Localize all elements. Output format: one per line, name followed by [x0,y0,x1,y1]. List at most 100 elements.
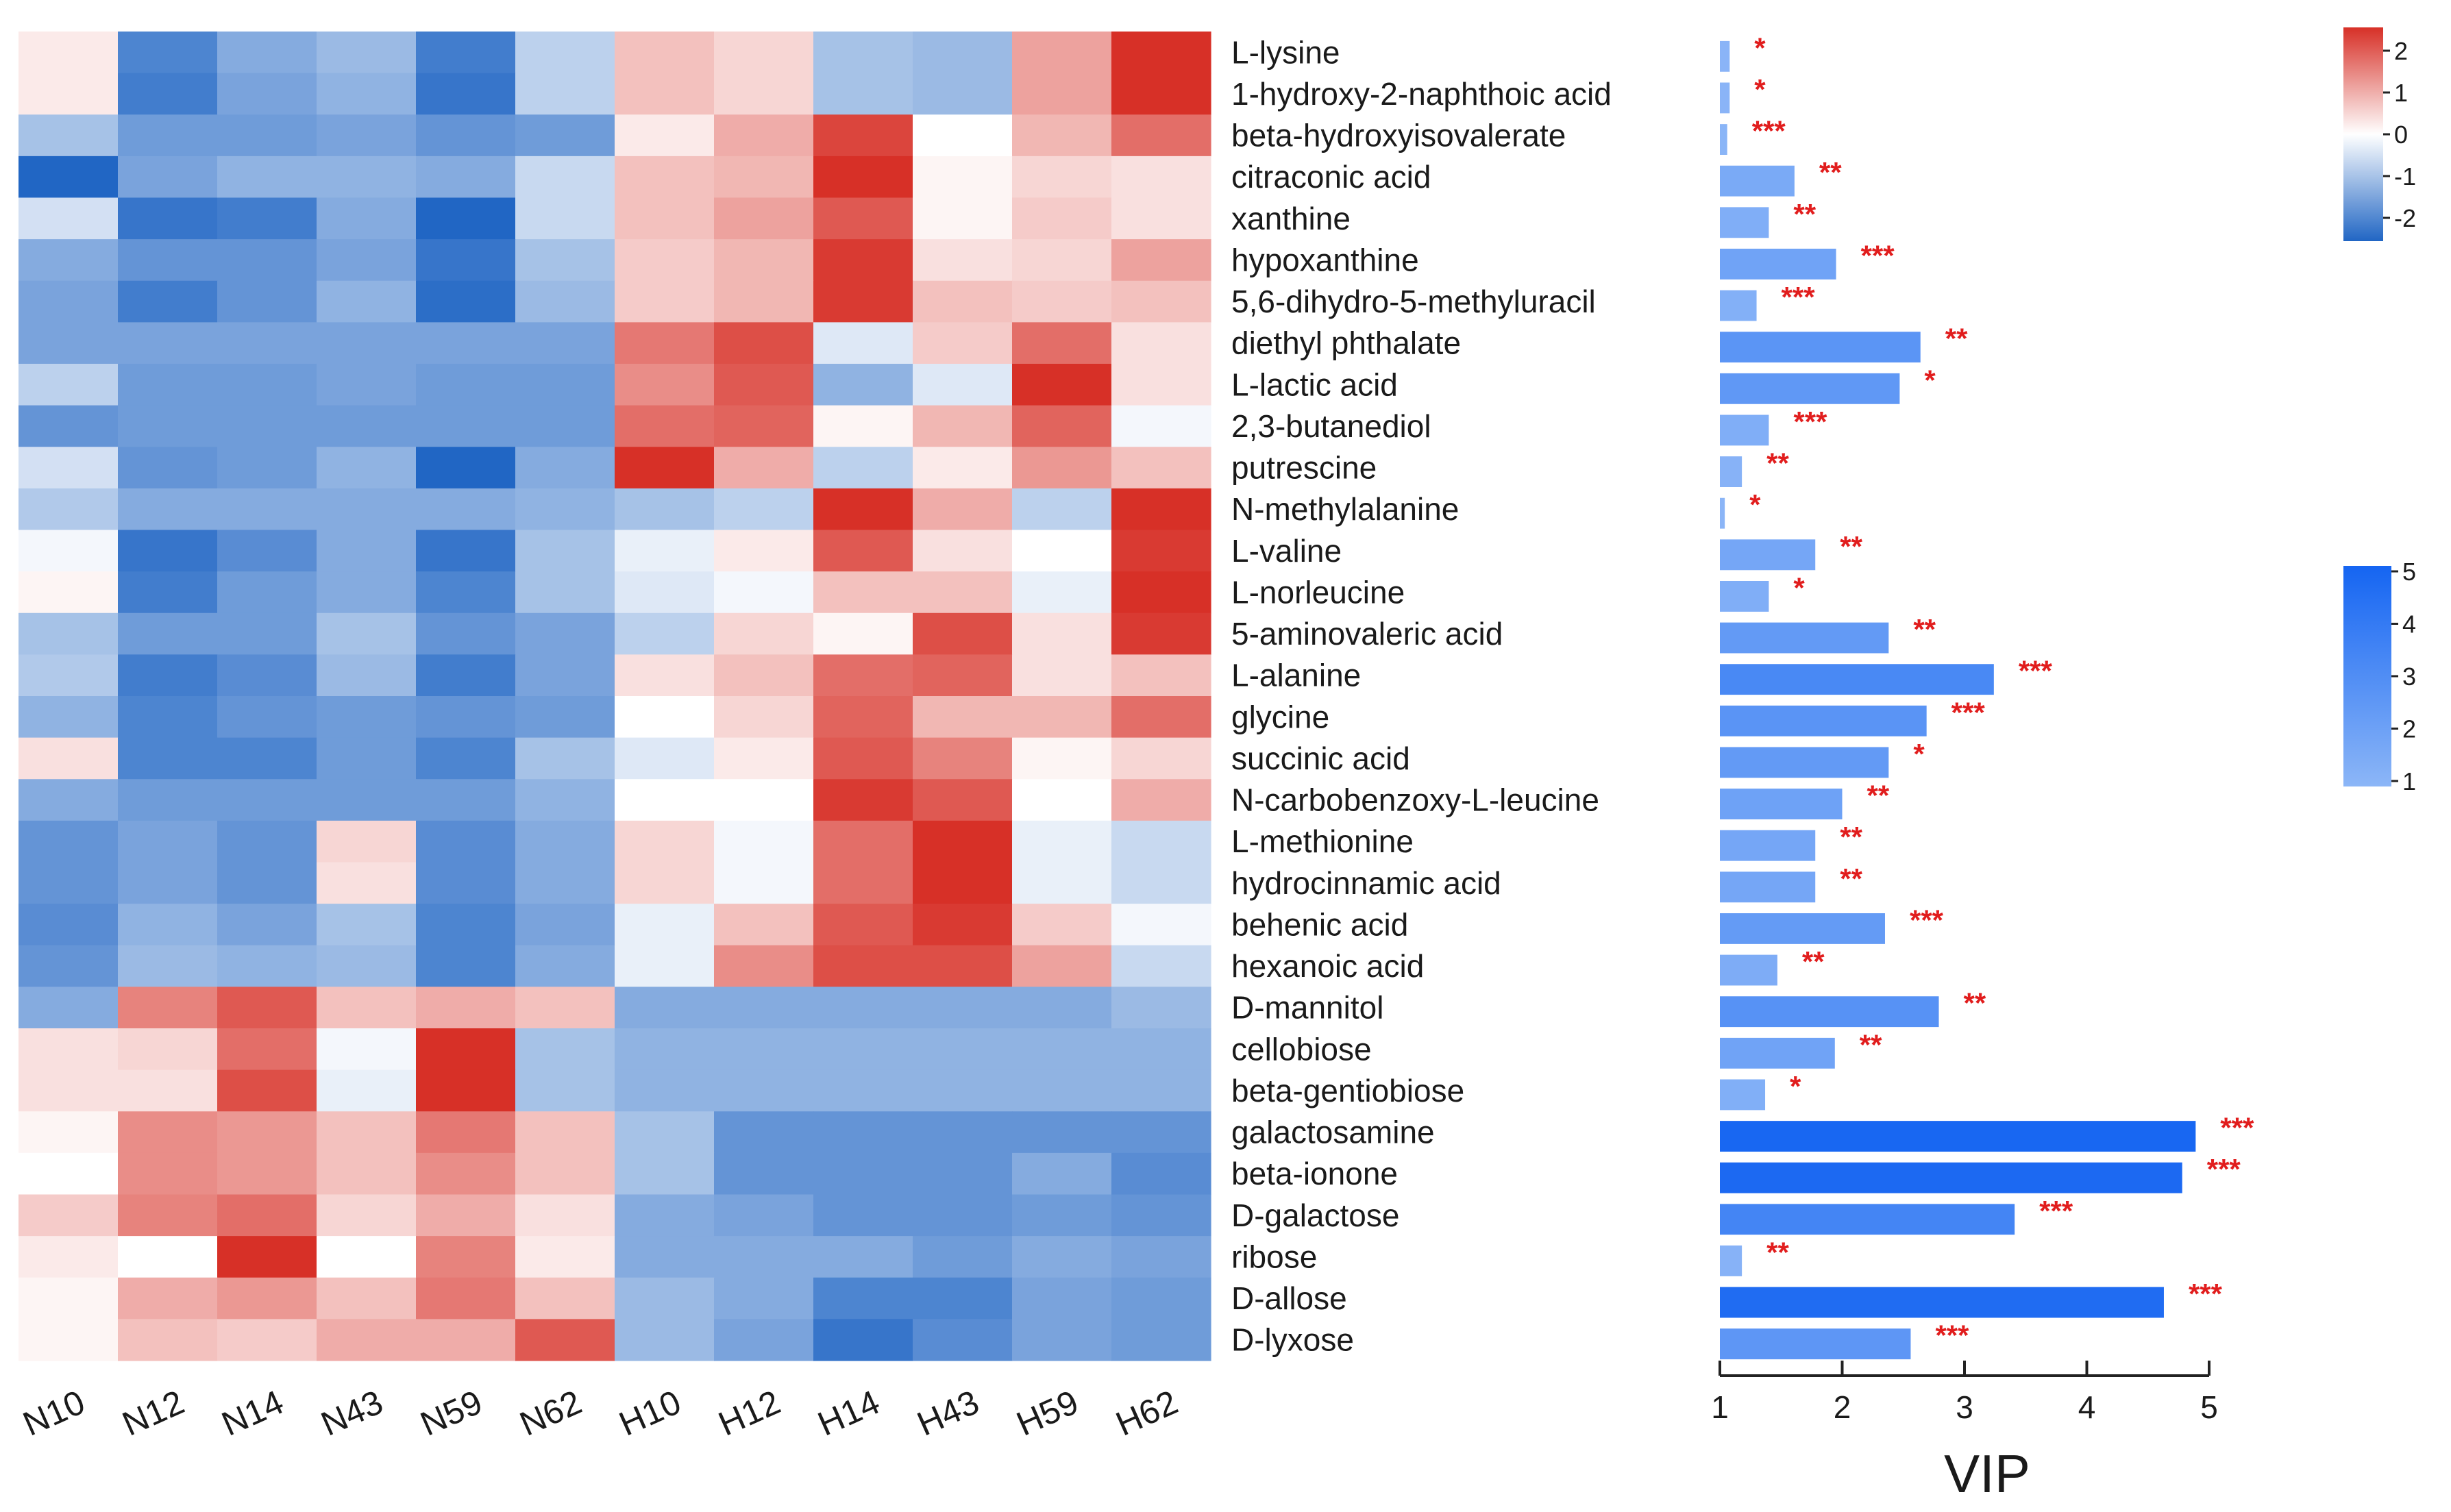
vip-bars: ****************************************… [1720,32,2254,1360]
heatmap-cell [714,779,814,821]
heatmap-column-labels: N10 N12 N14 N43 N59 N62 H10 H12 H14 H43 H59 H62 [17,1383,1183,1443]
heatmap-cell [515,364,615,406]
heatmap-cell [1012,737,1112,780]
metabolite-label: hexanoic acid [1231,948,1424,984]
heatmap-cell [813,364,913,406]
heatmap-cell [19,1236,119,1278]
heatmap-cell [1111,322,1211,364]
metabolite-label: citraconic acid [1231,159,1431,195]
metabolite-label: xanthine [1231,201,1351,236]
column-label: H14 [812,1383,885,1443]
heatmap-cell [813,1069,913,1112]
significance-label: * [1793,571,1805,604]
heatmap-cell [416,779,516,821]
heatmap-cell [1012,1028,1112,1071]
significance-label: * [1913,738,1925,770]
vip-bar [1720,332,1921,363]
heatmap-cell [416,612,516,655]
heatmap-cell [515,1236,615,1278]
heatmap-cell [416,488,516,531]
heatmap-cell [714,364,814,406]
heatmap-cell [217,1277,317,1319]
vip-bar [1720,747,1889,778]
vip-bar [1720,705,1927,736]
heatmap-cell [615,1028,715,1071]
heatmap-cell [1012,779,1112,821]
heatmap-cell [416,530,516,572]
heatmap-cell [714,737,814,780]
heatmap-cell [1012,322,1112,364]
heatmap-cell [1012,1319,1112,1361]
heatmap-cell [217,904,317,946]
heatmap-cell [317,280,417,323]
heatmap-cell [416,1111,516,1154]
heatmap-cell [615,530,715,572]
heatmap-cell [416,197,516,240]
heatmap-legend-label: -1 [2394,162,2416,190]
heatmap-cell [714,488,814,531]
heatmap-cell [615,1319,715,1361]
heatmap-cell [416,1319,516,1361]
heatmap-cell [1012,114,1112,157]
heatmap-cell [714,405,814,447]
heatmap-cell [317,612,417,655]
heatmap-cell [515,737,615,780]
heatmap-cell [118,1028,218,1071]
heatmap-cell [913,987,1013,1029]
significance-label: ** [1802,945,1825,978]
heatmap-cell [714,820,814,863]
heatmap-cell [317,1152,417,1195]
heatmap-cell [813,945,913,987]
heatmap-cell [515,571,615,614]
heatmap-cell [913,571,1013,614]
heatmap-cell [714,239,814,282]
heatmap-cell [1012,197,1112,240]
heatmap-cell [317,322,417,364]
heatmap-cell [615,156,715,199]
heatmap-cell [615,364,715,406]
heatmap-cell [515,696,615,739]
heatmap-cell [118,945,218,987]
heatmap-cell [1111,73,1211,115]
heatmap-cell [217,779,317,821]
heatmap-cell [714,1028,814,1071]
heatmap-cell [19,904,119,946]
heatmap-cell [1111,779,1211,821]
heatmap-cell [515,405,615,447]
heatmap-cell [118,779,218,821]
heatmap-cell [217,820,317,863]
heatmap-cell [118,904,218,946]
heatmap-cell [19,197,119,240]
heatmap-cell [1012,488,1112,531]
heatmap-cell [813,987,913,1029]
heatmap-cell [515,32,615,74]
vip-bar [1720,539,1816,571]
column-label: H10 [613,1383,687,1443]
heatmap-cell [515,654,615,697]
heatmap-cell [19,987,119,1029]
heatmap-cell [1012,1069,1112,1112]
heatmap-cell [118,1319,218,1361]
heatmap-cell [416,945,516,987]
heatmap-cell [217,1319,317,1361]
significance-label: *** [1752,115,1786,147]
heatmap-cell [19,32,119,74]
heatmap-cell [714,156,814,199]
heatmap-cell [515,1111,615,1154]
heatmap-cell [1111,364,1211,406]
metabolite-label: D-mannitol [1231,990,1383,1026]
heatmap-cell [615,1194,715,1237]
vip-bar [1720,913,1885,944]
heatmap-cell [217,322,317,364]
heatmap-cell [913,32,1013,74]
heatmap-cell [1111,280,1211,323]
heatmap-cell [515,1319,615,1361]
heatmap-cell [515,987,615,1029]
heatmap-cell [913,156,1013,199]
heatmap-cell [714,1111,814,1154]
column-label: H59 [1011,1383,1084,1443]
heatmap-cell [317,530,417,572]
heatmap-cell [1111,32,1211,74]
metabolite-label: galactosamine [1231,1115,1435,1150]
significance-label: *** [1782,281,1816,313]
